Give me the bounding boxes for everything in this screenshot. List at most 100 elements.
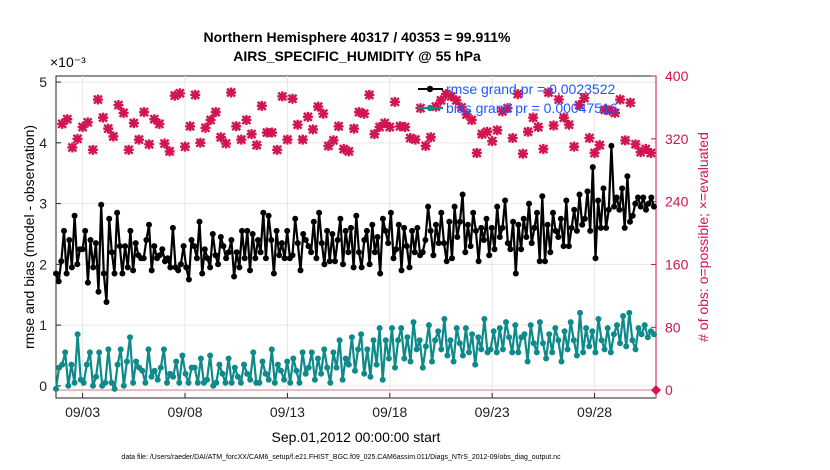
rmse-point-150: [451, 203, 458, 210]
obs-evaluated-27: [195, 137, 206, 148]
rmse-point-213: [619, 185, 626, 192]
rmse-point-189: [555, 234, 562, 240]
rmse-point-175: [518, 246, 525, 253]
rmse-point-96: [308, 249, 315, 256]
rmse-point-166: [494, 203, 501, 210]
bias-point-25: [130, 379, 137, 386]
y-tick-label-0: 0: [39, 378, 47, 394]
obs-evaluated-64: [384, 122, 395, 133]
y-axis-exponent: ×10⁻³: [50, 54, 86, 70]
rmse-point-81: [268, 237, 275, 243]
obs-evaluated-21: [164, 146, 175, 157]
obs-evaluated-26: [190, 89, 201, 100]
bias-point-95: [345, 361, 352, 368]
y2-tick-label-0: 0: [665, 382, 673, 398]
bias-point-31: [148, 373, 155, 380]
obs-evaluated-109: [615, 94, 626, 105]
bias-point-53: [216, 361, 223, 368]
rmse-point-40: [159, 246, 166, 253]
rmse-point-110: [345, 249, 352, 256]
bias-point-116: [410, 319, 417, 326]
obs-evaluated-43: [277, 91, 288, 102]
rmse-point-109: [342, 227, 349, 234]
bias-point-93: [339, 376, 346, 383]
rmse-point-15: [92, 240, 99, 247]
bias-point-155: [530, 340, 537, 347]
rmse-point-85: [278, 240, 285, 247]
y-tick-label-2: 2: [39, 256, 47, 272]
bias-point-162: [552, 325, 559, 332]
bias-point-184: [620, 313, 627, 319]
bias-point-141: [487, 346, 494, 353]
obs-evaluated-73: [430, 101, 441, 112]
rmse-point-90: [292, 215, 299, 222]
rmse-point-144: [435, 240, 442, 247]
bias-point-192: [644, 334, 651, 341]
bias-point-194: [651, 331, 657, 338]
bias-point-73: [278, 367, 284, 374]
bias-point-180: [607, 349, 614, 356]
rmse-point-84: [276, 252, 283, 259]
bias-point-54: [219, 370, 226, 377]
rmse-point-82: [270, 270, 277, 277]
y2-tick-label-3: 240: [665, 194, 689, 210]
bias-point-163: [555, 337, 562, 344]
bias-point-100: [361, 370, 368, 377]
obs-evaluated-71: [420, 140, 431, 151]
obs-evaluated-56: [343, 146, 354, 157]
obs-evaluated-93: [533, 122, 544, 133]
y2-axis-ticks: 0 80 160 240 320 400: [651, 68, 689, 398]
obs-evaluated-4: [77, 122, 88, 133]
obs-evaluated-28: [200, 122, 211, 133]
obs-evaluated-100: [569, 141, 580, 152]
obs-evaluated-67: [400, 122, 411, 133]
obs-evaluated-24: [180, 141, 191, 152]
bias-point-130: [453, 325, 460, 332]
rmse-point-65: [225, 249, 232, 256]
rmse-point-1: [55, 278, 62, 285]
obs-evaluated-78: [456, 102, 467, 113]
obs-evaluated-57: [348, 123, 359, 134]
bias-point-21: [117, 346, 124, 353]
obs-evaluated-111: [625, 97, 636, 108]
obs-evaluated-50: [313, 101, 324, 112]
rmse-point-26: [122, 243, 129, 250]
obs-evaluated-30: [210, 107, 221, 118]
obs-evaluated-17: [144, 139, 155, 150]
obs-evaluated-49: [307, 124, 318, 135]
bias-point-191: [641, 322, 648, 329]
bias-point-102: [367, 373, 374, 380]
bias-point-113: [401, 355, 408, 362]
bias-point-11: [86, 349, 93, 356]
bias-point-88: [324, 364, 331, 371]
rmse-point-34: [143, 237, 150, 243]
rmse-point-126: [387, 209, 394, 216]
rmse-point-149: [449, 255, 455, 262]
bias-point-109: [389, 325, 395, 332]
rmse-point-12: [84, 279, 91, 286]
rmse-point-73: [247, 267, 253, 274]
bias-point-174: [589, 328, 596, 335]
bias-point-83: [308, 349, 315, 356]
bias-point-28: [139, 367, 146, 374]
bias-point-87: [321, 346, 328, 353]
obs-evaluated-58: [354, 107, 365, 118]
obs-evaluated-108: [610, 107, 621, 118]
obs-evaluated-98: [558, 112, 569, 123]
bias-point-182: [614, 322, 620, 329]
bias-point-105: [376, 325, 383, 332]
bias-point-56: [225, 355, 232, 362]
rmse-point-143: [433, 221, 439, 228]
bias-point-58: [231, 364, 238, 371]
bias-point-146: [503, 319, 509, 326]
bias-point-170: [577, 309, 583, 316]
rmse-point-29: [130, 267, 137, 274]
rmse-point-203: [592, 255, 599, 262]
obs-evaluated-54: [333, 121, 344, 132]
bias-point-90: [330, 349, 337, 356]
rmse-point-204: [595, 197, 602, 204]
rmse-point-162: [483, 215, 490, 222]
obs-evaluated-47: [297, 134, 308, 145]
obs-evaluated-99: [563, 119, 574, 130]
